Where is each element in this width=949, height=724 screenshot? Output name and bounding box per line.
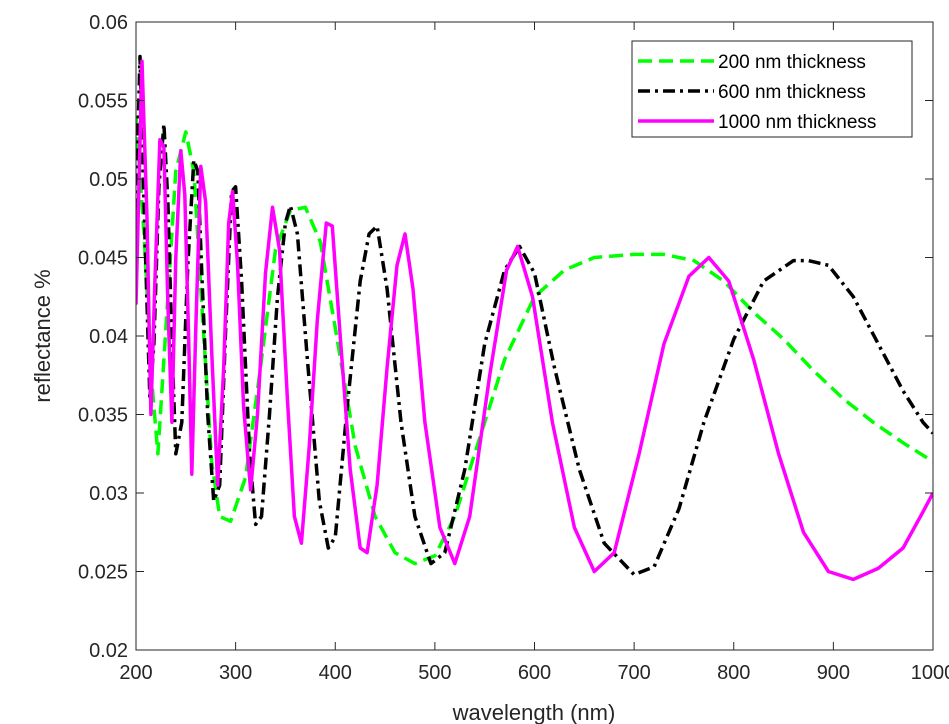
y-tick-label: 0.04 (89, 326, 128, 348)
series-line-2 (136, 54, 933, 577)
series-layer (136, 54, 933, 582)
y-tick-label: 0.02 (89, 640, 128, 662)
x-tick-label: 500 (418, 662, 451, 684)
x-tick-label: 300 (219, 662, 252, 684)
series-line-3 (136, 59, 933, 582)
x-tick-label: 200 (119, 662, 152, 684)
y-tick-label: 0.045 (78, 248, 128, 270)
x-tick-label: 600 (518, 662, 551, 684)
x-tick-label: 1000 (911, 662, 949, 684)
x-axis-label: wavelength (nm) (452, 700, 616, 724)
axes-layer: 200 300 400 500 600 700 800 900 1000 0.02 0.025 0.0… (78, 12, 949, 684)
y-axis-label: reflectance % (30, 269, 55, 402)
x-tick-label: 400 (319, 662, 352, 684)
x-tick-label: 900 (817, 662, 850, 684)
legend-label-3: 1000 nm thickness (718, 112, 876, 133)
y-tick-label: 0.05 (89, 169, 128, 191)
y-tick-label: 0.025 (78, 562, 128, 584)
y-tick-label: 0.035 (78, 405, 128, 427)
y-tick-label: 0.03 (89, 483, 128, 505)
y-tick-label: 0.055 (78, 91, 128, 113)
legend: 200 nm thickness 600 nm thickness 1000 nm … (631, 40, 913, 138)
x-tick-label: 700 (617, 662, 650, 684)
legend-label-2: 600 nm thickness (718, 82, 866, 103)
legend-label-1: 200 nm thickness (718, 52, 866, 73)
y-tick-label: 0.06 (89, 12, 128, 34)
x-tick-label: 800 (717, 662, 750, 684)
